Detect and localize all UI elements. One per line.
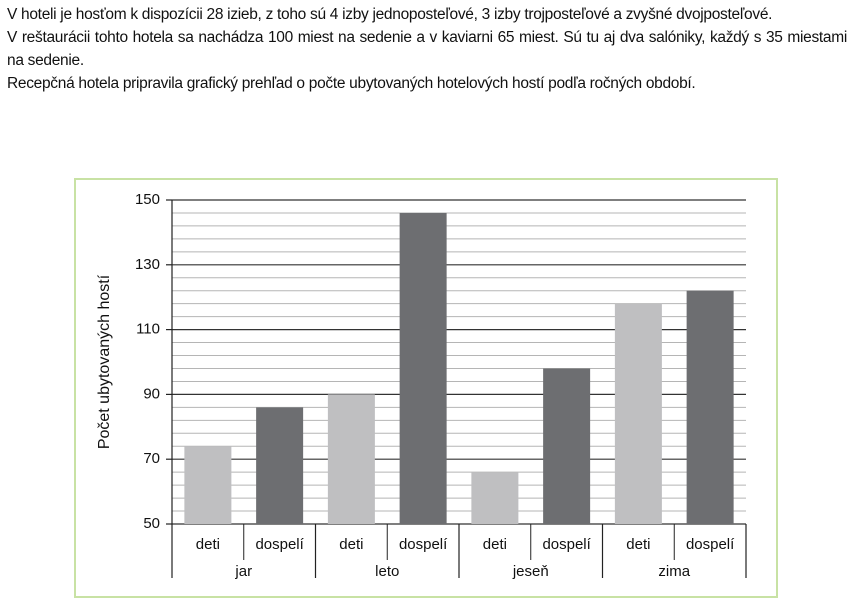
series-label: deti [339,536,363,553]
y-tick-label: 90 [143,385,160,402]
y-tick-label: 110 [136,321,160,338]
paragraph: V hoteli je hosťom k dispozícii 28 izieb… [7,6,773,23]
y-tick-label: 70 [143,450,160,467]
x-category-label: jar [234,563,252,580]
bar [184,446,232,524]
paragraph: V reštaurácii tohto hotela sa nachádza 1… [7,29,847,69]
paragraph: Recepčná hotela pripravila grafický preh… [7,75,696,92]
series-label: deti [626,536,650,553]
bar [327,394,375,524]
series-label: dospelí [686,536,735,553]
series-label: dospelí [255,536,304,553]
x-category-label: jeseň [512,563,549,580]
series-label: dospelí [542,536,591,553]
bar [256,407,304,524]
bar [543,368,591,524]
series-label: deti [196,536,220,553]
x-category-label: leto [375,563,399,580]
chart-frame [74,178,778,598]
bar [614,303,662,524]
bar [399,212,447,524]
series-label: dospelí [399,536,448,553]
y-tick-label: 150 [135,191,160,208]
series-label: deti [483,536,507,553]
x-category-label: zima [658,563,690,580]
y-axis-label: Počet ubytovaných hostí [96,274,113,449]
y-tick-label: 50 [143,515,160,532]
bar [686,290,734,524]
y-tick-label: 130 [135,256,160,273]
bar [471,472,519,524]
text-block: V hoteli je hosťom k dispozícii 28 izieb… [7,3,847,95]
